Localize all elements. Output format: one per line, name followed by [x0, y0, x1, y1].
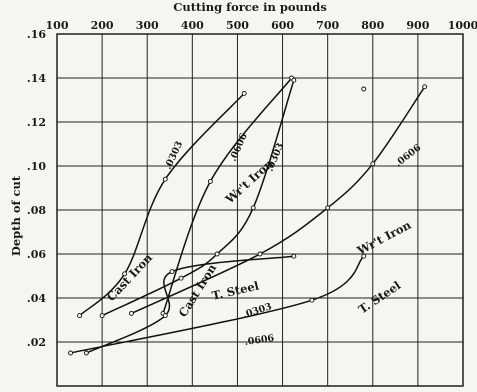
- data-point: [325, 205, 331, 211]
- data-point: [291, 253, 297, 259]
- x-tick-label: 100: [46, 19, 69, 32]
- curve-label: .0303: [242, 301, 274, 321]
- data-point: [122, 271, 128, 277]
- data-point: [169, 269, 175, 275]
- curve-label: T. Steel: [211, 278, 261, 303]
- data-point: [162, 176, 168, 182]
- x-tick-label: 300: [136, 19, 159, 32]
- curve-label: Wr't Iron: [354, 217, 414, 258]
- chart-title: Cutting force in pounds: [173, 0, 327, 14]
- data-point: [162, 313, 168, 319]
- data-point: [214, 251, 220, 257]
- data-point: [99, 313, 105, 319]
- grid: [57, 34, 463, 386]
- data-point: [422, 84, 428, 90]
- y-tick-label: .02: [27, 336, 46, 349]
- y-tick-label: .06: [27, 248, 46, 261]
- series-line: [85, 255, 294, 354]
- x-tick-label: 1000: [448, 19, 477, 32]
- curve-label: .0606: [228, 131, 250, 163]
- curve-label: .0303: [265, 141, 287, 173]
- curve-label: .0606: [244, 333, 275, 348]
- data-points: [68, 75, 428, 356]
- curve-label: T. Steel: [356, 278, 404, 317]
- plot-frame: [56, 33, 464, 387]
- y-tick-label: .16: [27, 28, 46, 41]
- data-point: [361, 86, 367, 92]
- series-line: [131, 86, 426, 315]
- data-point: [83, 350, 89, 356]
- data-point: [178, 275, 184, 281]
- x-tick-label: 600: [271, 19, 294, 32]
- data-point: [241, 90, 247, 96]
- data-point: [370, 161, 376, 167]
- curve-label: .0606: [393, 142, 424, 169]
- y-tick-label: .10: [27, 160, 46, 173]
- x-tick-label: 700: [316, 19, 339, 32]
- y-tick-label: .08: [27, 204, 46, 217]
- x-tick-label: 400: [181, 19, 204, 32]
- data-point: [77, 313, 83, 319]
- series-line: [79, 92, 245, 317]
- x-tick-label: 800: [361, 19, 384, 32]
- curve-label: .0303: [163, 140, 186, 172]
- series-line: [70, 255, 365, 354]
- y-tick-label: .04: [27, 292, 46, 305]
- data-point: [250, 205, 256, 211]
- x-tick-label: 900: [406, 19, 429, 32]
- data-point: [291, 77, 297, 83]
- data-point: [68, 350, 73, 356]
- data-point: [257, 251, 263, 257]
- y-tick-label: .14: [27, 72, 46, 85]
- data-point: [207, 178, 213, 184]
- tick-labels: 100 200 300 400 500 600 700 800 900 1000 .02 .04 .06…: [27, 19, 477, 349]
- data-point: [128, 310, 134, 316]
- x-tick-label: 200: [91, 19, 114, 32]
- data-point: [309, 297, 315, 303]
- data-point: [361, 253, 367, 259]
- y-tick-label: .12: [27, 116, 46, 129]
- curve-label: Cast Iron: [104, 250, 156, 304]
- x-tick-label: 500: [226, 19, 249, 32]
- y-axis-label: Depth of cut: [9, 175, 23, 256]
